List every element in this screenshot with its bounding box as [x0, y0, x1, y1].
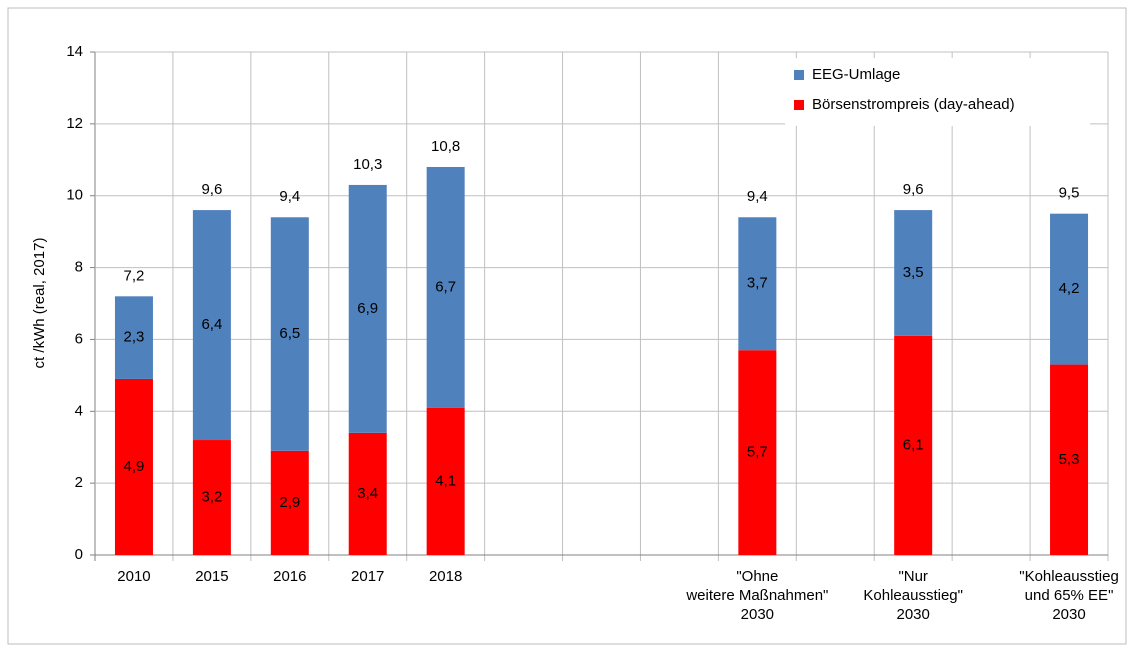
value-label: 6,4	[201, 316, 222, 333]
bar-segment	[270, 217, 309, 451]
value-label: 2,9	[279, 494, 300, 511]
y-tick-label: 0	[75, 546, 83, 563]
y-tick-label: 14	[66, 43, 83, 60]
value-label: 5,3	[1059, 451, 1080, 468]
bar-segment	[270, 450, 309, 555]
bar-segment	[114, 378, 153, 555]
bar-segment	[738, 217, 777, 351]
total-label: 9,6	[903, 181, 924, 198]
x-tick-label: 2017	[351, 568, 384, 585]
bar-segment	[348, 184, 387, 433]
total-label: 9,5	[1059, 185, 1080, 202]
legend-swatch	[794, 100, 804, 110]
value-label: 2,3	[124, 329, 145, 346]
value-label: 6,5	[279, 325, 300, 342]
value-label: 3,4	[357, 485, 378, 502]
bar-segment	[738, 350, 777, 555]
x-tick-label: "Ohne weitere Maßnahmen" 2030	[685, 568, 828, 623]
value-label: 6,1	[903, 436, 924, 453]
total-label: 10,8	[431, 138, 460, 155]
total-label: 10,3	[353, 156, 382, 173]
x-tick-label: 2010	[117, 568, 150, 585]
legend-swatch	[794, 70, 804, 80]
total-label: 7,2	[124, 267, 145, 284]
value-label: 4,1	[435, 472, 456, 489]
total-label: 9,6	[201, 181, 222, 198]
legend-label: EEG-Umlage	[812, 66, 900, 83]
y-tick-label: 6	[75, 330, 83, 347]
x-tick-label: "Nur Kohleausstieg" 2030	[863, 568, 963, 623]
value-label: 3,7	[747, 275, 768, 292]
bar-segment	[192, 210, 231, 441]
bar-segment	[1050, 213, 1089, 365]
legend-label: Börsenstrompreis (day-ahead)	[812, 96, 1015, 113]
y-tick-label: 4	[75, 402, 83, 419]
bar-segment	[114, 296, 153, 379]
x-tick-label: "Kohleausstieg und 65% EE" 2030	[1019, 568, 1119, 623]
value-label: 6,7	[435, 278, 456, 295]
value-label: 5,7	[747, 444, 768, 461]
bar-segment	[426, 407, 465, 555]
value-label: 6,9	[357, 300, 378, 317]
value-label: 3,2	[201, 488, 222, 505]
legend-box	[785, 58, 1090, 126]
value-label: 4,9	[124, 458, 145, 475]
y-axis-label: ct /kWh (real, 2017)	[31, 238, 48, 369]
x-tick-label: 2018	[429, 568, 462, 585]
bar-segment	[426, 166, 465, 408]
total-label: 9,4	[747, 188, 768, 205]
total-label: 9,4	[279, 188, 300, 205]
bar-segment	[894, 335, 933, 555]
y-tick-label: 10	[66, 187, 83, 204]
x-tick-label: 2015	[195, 568, 228, 585]
bar-segment	[1050, 364, 1089, 555]
x-tick-label: 2016	[273, 568, 306, 585]
y-tick-label: 8	[75, 259, 83, 276]
bar-segment	[348, 432, 387, 555]
bar-segment	[894, 210, 933, 336]
y-tick-label: 2	[75, 474, 83, 491]
y-tick-label: 12	[66, 115, 83, 132]
value-label: 3,5	[903, 264, 924, 281]
bar-segment	[192, 440, 231, 555]
value-label: 4,2	[1059, 280, 1080, 297]
